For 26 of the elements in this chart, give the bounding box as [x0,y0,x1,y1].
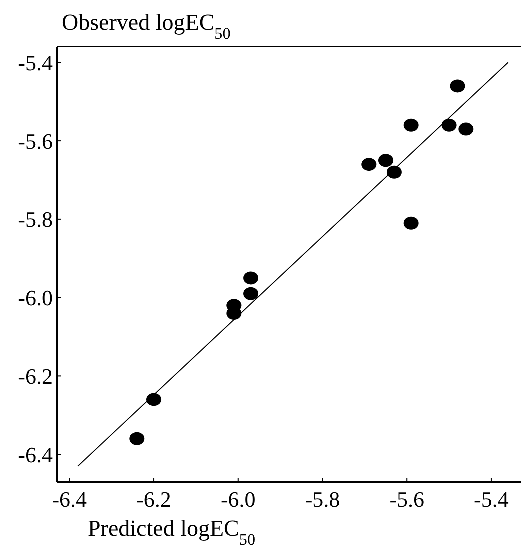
x-tick-label: -6.4 [52,487,88,512]
point [404,118,419,132]
y-tick-label: -6.2 [18,364,53,389]
x-tick-label: -5.6 [390,487,425,512]
y-tick-label: -5.6 [18,128,53,154]
point [244,287,259,300]
point [146,393,162,406]
x-tick-label: -6.2 [136,487,172,512]
point [404,216,419,230]
x-tick-label: -5.4 [474,487,509,512]
point [386,166,402,179]
point [244,272,259,285]
y-tick-label: -6.4 [18,442,53,468]
x-tick-label: -6.0 [220,487,256,512]
point [362,158,377,172]
y-axis-title: Observed logEC$_{50}$ [62,10,231,42]
point [458,122,474,136]
y-tick-label: -5.8 [18,207,53,232]
y-tick-label: -6.0 [18,286,53,311]
point [442,118,457,132]
x-axis-title: Predicted logEC$_{50}$ [88,516,256,546]
y-tick-label: -5.4 [18,50,53,76]
x-tick-label: -5.8 [305,487,340,512]
point [450,80,466,93]
point [378,154,394,168]
point [130,432,145,446]
